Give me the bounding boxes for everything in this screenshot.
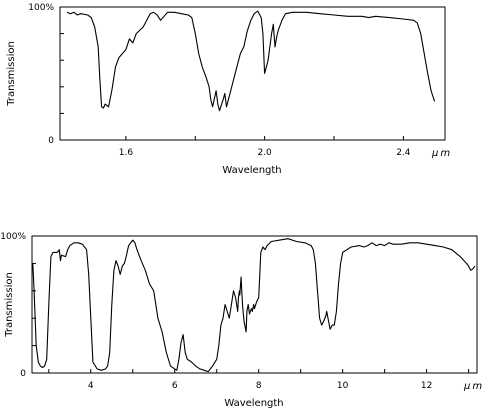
chart-2-ticks: 4 6 8 10 12 0 100%	[0, 232, 470, 391]
chart-1-x-tick-label: 2.4	[396, 148, 411, 158]
chart-1-x-axis-label: Wavelength	[222, 165, 281, 176]
chart-2-x-tick-label: 6	[172, 381, 178, 391]
chart-1-ticks: 1.6 2.0 2.4 0 100%	[28, 3, 411, 158]
chart-2: 4 6 8 10 12 0 100% Transmission Wavelength μm	[0, 232, 484, 409]
chart-2-x-axis-label: Wavelength	[224, 398, 283, 409]
chart-1-y-axis-label: Transmission	[6, 41, 17, 107]
chart-2-y-tick-label: 100%	[0, 232, 26, 242]
chart-2-series-line	[32, 238, 476, 373]
chart-2-x-tick-label: 10	[337, 381, 349, 391]
chart-2-x-tick-label: 4	[88, 381, 94, 391]
chart-2-y-tick-label: 0	[20, 369, 26, 379]
chart-2-x-tick-label: 8	[256, 381, 262, 391]
chart-1-x-tick-label: 2.0	[257, 148, 272, 158]
chart-2-x-tick-label: 12	[421, 381, 432, 391]
chart-2-plot-frame	[31, 235, 478, 374]
chart-1-plot-frame	[59, 6, 446, 141]
chart-2-y-axis-label: Transmission	[4, 272, 15, 338]
chart-1-y-tick-label: 100%	[28, 3, 54, 13]
chart-1: 1.6 2.0 2.4 0 100% Transmission Wavelength μ…	[6, 3, 452, 176]
chart-1-x-tick-label: 1.6	[119, 148, 134, 158]
chart-2-x-unit-label: μm	[463, 381, 484, 392]
chart-1-series-line	[66, 10, 436, 112]
chart-1-y-tick-label: 0	[48, 136, 54, 146]
chart-1-x-unit-label: μm	[431, 148, 452, 159]
